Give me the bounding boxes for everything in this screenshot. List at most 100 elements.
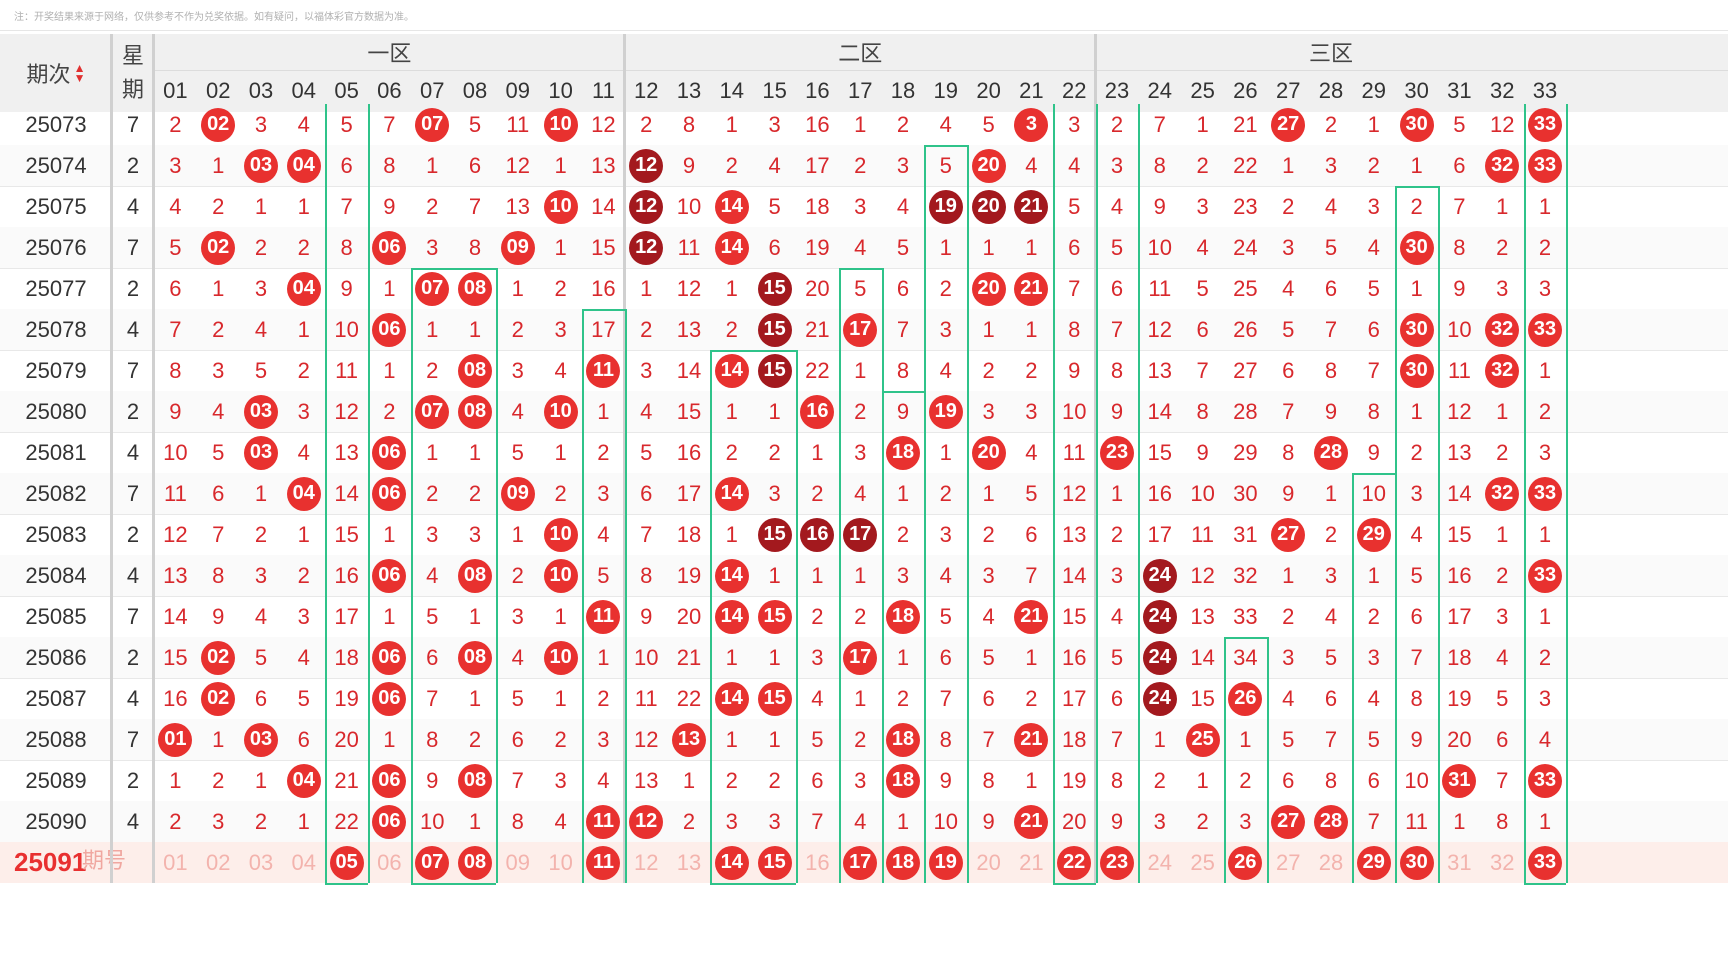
hit-ball-11: 11 [586,804,621,839]
miss-count: 1 [383,726,396,752]
hit-ball-20: 20 [971,189,1006,224]
miss-count: 5 [854,275,867,301]
miss-count: 17 [591,316,616,342]
unselected-number-12[interactable]: 12 [633,849,659,875]
miss-count: 3 [511,603,524,629]
unselected-number-28[interactable]: 28 [1318,849,1344,875]
miss-count: 1 [768,644,781,670]
miss-count: 2 [1538,644,1552,670]
miss-count: 20 [805,275,830,301]
miss-count: 3 [811,644,824,670]
unselected-number-16[interactable]: 16 [805,849,830,875]
selected-ball-26[interactable]: 26 [1228,845,1263,880]
unselected-number-31[interactable]: 31 [1447,849,1472,875]
hit-ball-16: 16 [800,517,835,552]
unselected-number-02[interactable]: 02 [205,849,231,875]
miss-count: 2 [854,726,867,752]
hit-ball-06: 06 [372,763,407,798]
miss-count: 14 [676,357,702,383]
miss-count: 4 [554,808,567,834]
miss-count: 3 [426,234,439,260]
miss-count: 2 [254,808,268,834]
miss-count: 14 [591,193,616,219]
unselected-number-32[interactable]: 32 [1489,849,1515,875]
miss-count: 4 [597,521,610,547]
unselected-number-09[interactable]: 09 [505,849,531,875]
unselected-number-04[interactable]: 04 [291,849,317,875]
unselected-number-06[interactable]: 06 [377,849,402,875]
trend-line [582,309,584,883]
selected-ball-15[interactable]: 15 [757,845,792,880]
trend-line [1566,104,1569,883]
miss-count: 17 [1061,685,1087,711]
unselected-number-24[interactable]: 24 [1147,849,1173,875]
miss-count: 1 [169,767,182,793]
miss-count: 1 [725,398,738,424]
miss-count: 1 [468,808,482,834]
miss-count: 2 [854,398,867,424]
miss-count: 3 [854,193,867,219]
miss-count: 12 [334,398,359,424]
miss-count: 6 [1110,685,1124,711]
selected-ball-19[interactable]: 19 [928,845,963,880]
selected-ball-18[interactable]: 18 [886,845,920,880]
unselected-number-21[interactable]: 21 [1019,849,1044,875]
issue-column-header[interactable]: 期次 ▲ ▼ [0,34,112,112]
miss-count: 21 [805,316,830,342]
selected-ball-17[interactable]: 17 [843,845,878,880]
unselected-number-10[interactable]: 10 [548,849,573,875]
selected-ball-08[interactable]: 08 [458,845,492,880]
selected-ball-07[interactable]: 07 [415,845,450,880]
miss-count: 1 [597,398,610,424]
miss-count: 11 [1148,275,1172,301]
sort-icon[interactable]: ▲ ▼ [73,61,86,85]
selected-ball-23[interactable]: 23 [1100,845,1134,880]
selected-ball-14[interactable]: 14 [714,845,749,880]
miss-count: 1 [1196,767,1209,793]
miss-count: 10 [1447,316,1472,342]
miss-count: 12 [1190,562,1215,588]
hit-ball-14: 14 [714,189,749,224]
weekday-value: 2 [126,521,140,547]
row-band [0,801,1728,842]
hit-ball-23: 23 [1100,435,1134,470]
unselected-number-27[interactable]: 27 [1275,849,1301,875]
unselected-number-03[interactable]: 03 [248,849,274,875]
number-header-31: 31 [1447,78,1472,103]
miss-count: 8 [1068,316,1081,342]
selected-ball-29[interactable]: 29 [1356,845,1391,880]
miss-count: 2 [169,808,182,834]
hit-ball-15: 15 [757,353,792,388]
selected-ball-22[interactable]: 22 [1057,845,1092,880]
miss-count: 7 [1324,726,1338,752]
miss-count: 1 [468,603,482,629]
miss-count: 5 [340,111,353,137]
miss-count: 2 [896,521,910,547]
week-col-separator [152,34,155,883]
miss-count: 1 [212,726,225,752]
unselected-number-25[interactable]: 25 [1190,849,1215,875]
miss-count: 1 [1410,398,1423,424]
hit-ball-14: 14 [714,558,749,593]
hit-ball-09: 09 [500,230,535,265]
miss-count: 1 [725,644,738,670]
issue-number: 25081 [25,439,87,465]
selected-ball-11[interactable]: 11 [586,845,621,880]
selected-ball-33[interactable]: 33 [1528,845,1562,880]
week-label-top: 星 [121,43,144,68]
hit-ball-06: 06 [372,476,407,511]
selected-ball-30[interactable]: 30 [1399,845,1434,880]
miss-count: 13 [633,767,659,793]
unselected-number-01[interactable]: 01 [163,849,188,875]
miss-count: 7 [1153,111,1166,137]
hit-ball-08: 08 [458,558,492,593]
unselected-number-20[interactable]: 20 [976,849,1001,875]
unselected-number-13[interactable]: 13 [676,849,702,875]
selected-ball-05[interactable]: 05 [329,845,364,880]
miss-count: 5 [1025,480,1038,506]
hit-ball-15: 15 [757,312,792,347]
number-header-07: 07 [419,78,445,103]
miss-count: 15 [334,521,359,547]
hit-ball-14: 14 [714,476,749,511]
miss-count: 4 [1025,152,1038,178]
